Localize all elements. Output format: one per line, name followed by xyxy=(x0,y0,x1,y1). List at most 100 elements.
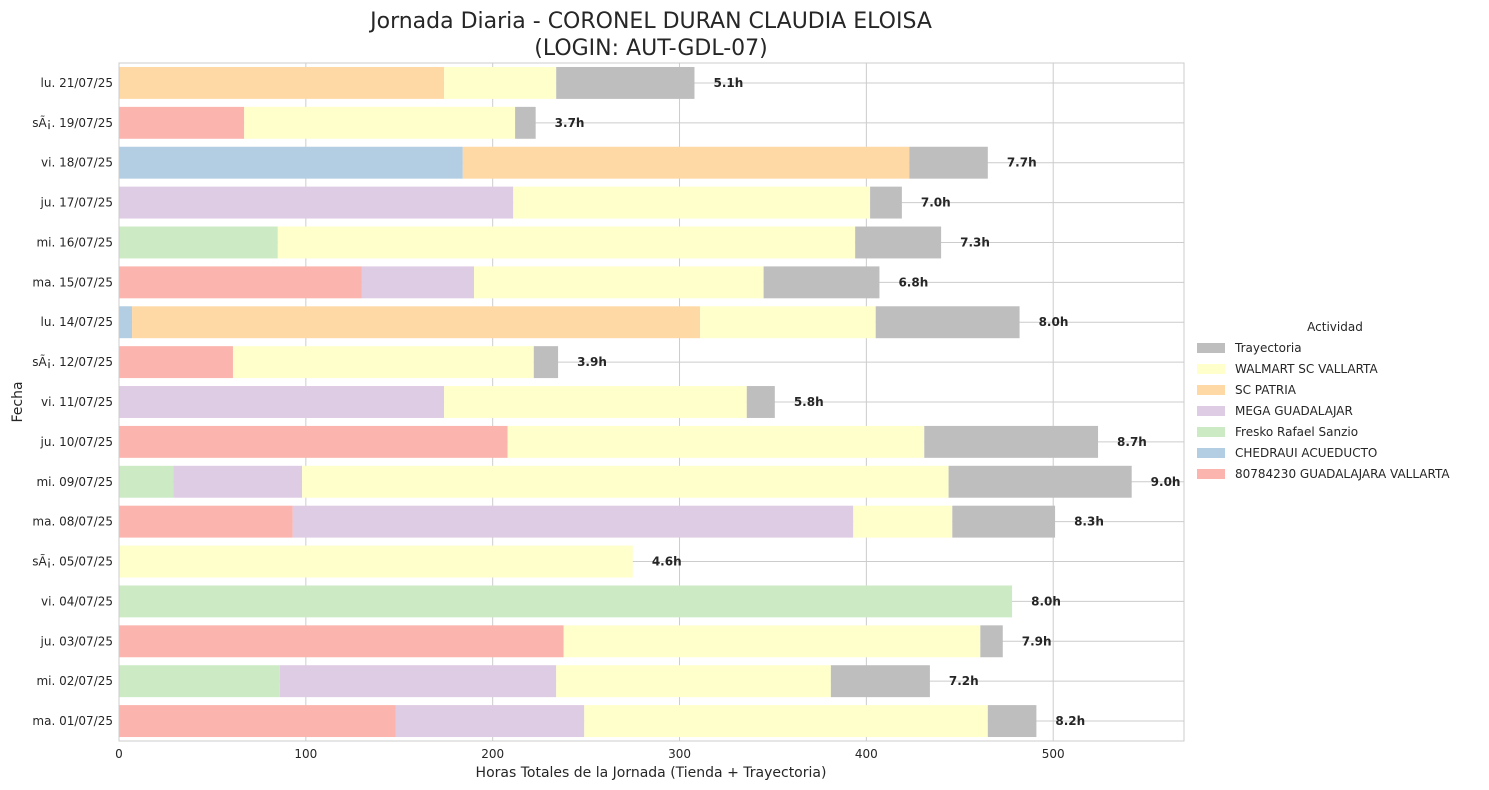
legend-swatch xyxy=(1197,469,1225,479)
legend-label: Trayectoria xyxy=(1234,341,1302,355)
bar-segment xyxy=(132,306,701,339)
legend: Actividad Trayectoria WALMART SC VALLARTA… xyxy=(1197,320,1450,481)
x-tick-labels: 0 100 200 300 400 500 xyxy=(115,747,1064,761)
bar-segment xyxy=(232,346,534,379)
bar-segment xyxy=(119,346,233,379)
bar-segment xyxy=(444,66,557,99)
y-axis-label: Fecha xyxy=(10,381,26,422)
y-tick-label: mi. 09/07/25 xyxy=(36,475,113,489)
total-label: 7.7h xyxy=(1007,156,1037,170)
total-label: 4.6h xyxy=(652,555,682,569)
legend-title: Actividad xyxy=(1307,320,1363,334)
total-label: 8.2h xyxy=(1055,714,1085,728)
bar-segment xyxy=(119,226,278,259)
bar-segment xyxy=(119,545,633,578)
x-tick-label: 400 xyxy=(855,747,878,761)
legend-swatch xyxy=(1197,406,1225,416)
legend-label: SC PATRIA xyxy=(1235,383,1297,397)
legend-swatch xyxy=(1197,448,1225,458)
bar-segment xyxy=(277,226,856,259)
bar-segment xyxy=(302,465,949,498)
bar-segment xyxy=(948,465,1132,498)
bar-segment xyxy=(830,665,930,698)
bar-segment xyxy=(119,625,564,658)
bar-segment xyxy=(556,665,831,698)
bar-segment xyxy=(746,386,775,418)
y-tick-label: sÃ¡. 12/07/25 xyxy=(32,354,113,369)
y-tick-label: lu. 21/07/25 xyxy=(41,76,113,90)
bar-segment xyxy=(875,306,1020,339)
bar-segment xyxy=(173,465,303,498)
bar-segment xyxy=(533,346,559,379)
bar-segment xyxy=(474,266,764,299)
bar-segment xyxy=(987,705,1037,738)
bar-segment xyxy=(444,386,747,418)
bar-segment xyxy=(855,226,942,259)
bar-segment xyxy=(119,585,1013,618)
y-tick-label: ma. 15/07/25 xyxy=(32,275,113,289)
bar-segment xyxy=(279,665,557,698)
y-tick-label: lu. 14/07/25 xyxy=(41,315,113,329)
legend-label: Fresko Rafael Sanzio xyxy=(1235,425,1358,439)
legend-swatch xyxy=(1197,427,1225,437)
total-label: 7.0h xyxy=(921,196,951,210)
total-label: 7.3h xyxy=(960,235,990,249)
bar-segment xyxy=(119,386,445,418)
total-label: 6.8h xyxy=(898,275,928,289)
bar-segment xyxy=(563,625,981,658)
bar-segment xyxy=(395,705,585,738)
legend-label: MEGA GUADALAJAR xyxy=(1235,404,1353,418)
total-label: 7.2h xyxy=(949,674,979,688)
bar-segment xyxy=(244,106,516,139)
bars xyxy=(119,66,1132,738)
legend-swatch xyxy=(1197,385,1225,395)
y-tick-label: vi. 11/07/25 xyxy=(41,395,113,409)
y-tick-label: vi. 04/07/25 xyxy=(41,594,113,608)
bar-segment xyxy=(119,465,174,498)
plot-frame xyxy=(118,62,1185,742)
x-axis-label: Horas Totales de la Jornada (Tienda + Tr… xyxy=(476,765,827,781)
bar-segment xyxy=(556,66,695,99)
bar-segment xyxy=(119,66,445,99)
total-label: 9.0h xyxy=(1151,475,1181,489)
bar-segment xyxy=(119,306,133,339)
y-tick-label: ma. 01/07/25 xyxy=(32,714,113,728)
y-tick-label: ma. 08/07/25 xyxy=(32,515,113,529)
bar-segment xyxy=(292,505,854,538)
bar-segment xyxy=(763,266,880,299)
bar-segment xyxy=(119,106,245,139)
legend-swatch xyxy=(1197,343,1225,353)
total-label: 5.8h xyxy=(794,395,824,409)
x-tick-label: 100 xyxy=(294,747,317,761)
legend-label: WALMART SC VALLARTA xyxy=(1235,362,1378,376)
bar-segment xyxy=(909,146,988,179)
chart-title: Jornada Diaria - CORONEL DURAN CLAUDIA E… xyxy=(368,9,932,34)
y-tick-label: mi. 16/07/25 xyxy=(36,235,113,249)
bar-segment xyxy=(870,186,902,219)
total-label: 8.7h xyxy=(1117,435,1147,449)
bar-segment xyxy=(507,425,925,458)
y-tick-label: sÃ¡. 19/07/25 xyxy=(32,115,113,130)
y-tick-label: ju. 10/07/25 xyxy=(40,435,113,449)
total-label: 3.9h xyxy=(577,355,607,369)
total-label: 7.9h xyxy=(1022,634,1052,648)
y-tick-labels: lu. 21/07/25 sÃ¡. 19/07/25 vi. 18/07/25 ju.… xyxy=(32,76,113,728)
y-tick-label: mi. 02/07/25 xyxy=(36,674,113,688)
total-label: 3.7h xyxy=(555,116,585,130)
y-tick-label: sÃ¡. 05/07/25 xyxy=(32,554,113,569)
bar-segment xyxy=(119,665,280,698)
bar-segment xyxy=(515,106,536,139)
chart-subtitle: (LOGIN: AUT-GDL-07) xyxy=(534,36,767,61)
bar-segment xyxy=(952,505,1056,538)
bar-segment xyxy=(119,186,514,219)
x-tick-label: 200 xyxy=(481,747,504,761)
bar-segment xyxy=(513,186,871,219)
bar-segment xyxy=(924,425,1099,458)
bar-segment xyxy=(119,266,362,299)
y-tick-label: ju. 17/07/25 xyxy=(40,196,113,210)
bar-segment xyxy=(119,705,396,738)
x-tick-label: 0 xyxy=(115,747,123,761)
total-labels: 5.1h 3.7h 7.7h 7.0h 7.3h 6.8h 8.0h 3.9h 5.8h 8.7h… xyxy=(555,76,1181,728)
bar-segment xyxy=(462,146,910,179)
